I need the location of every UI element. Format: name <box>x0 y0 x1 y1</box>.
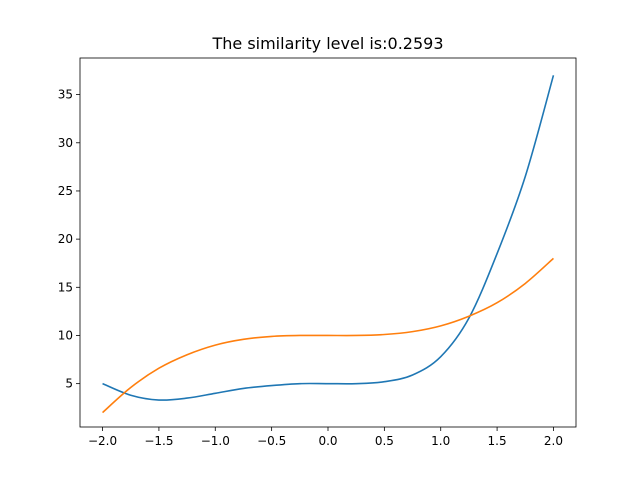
y-axis: 5 10 15 20 25 30 35 <box>58 88 80 391</box>
y-tick-label: 20 <box>58 232 73 246</box>
x-tick-label: −2.0 <box>88 434 117 448</box>
y-tick-label: 10 <box>58 328 73 342</box>
series-line-2 <box>102 257 554 414</box>
x-axis: −2.0 −1.5 −1.0 −0.5 0.0 0.5 1.0 1.5 2.0 <box>88 427 563 448</box>
axes-frame <box>79 57 577 428</box>
x-tick-label: −1.0 <box>201 434 230 448</box>
x-tick-label: 2.0 <box>544 434 563 448</box>
x-tick-label: −0.5 <box>257 434 286 448</box>
x-tick-label: 1.0 <box>431 434 450 448</box>
x-tick-label: −1.5 <box>144 434 173 448</box>
x-tick-label: 0.0 <box>318 434 337 448</box>
series-line-1 <box>102 75 555 401</box>
y-tick-label: 15 <box>58 280 73 294</box>
y-tick-label: 25 <box>58 184 73 198</box>
x-tick-label: 1.5 <box>488 434 507 448</box>
y-tick-label: 30 <box>58 136 73 150</box>
chart-title: The similarity level is:0.2593 <box>211 34 443 53</box>
y-tick-label: 35 <box>58 88 73 102</box>
plot-area <box>102 75 555 414</box>
y-tick-label: 5 <box>65 377 73 391</box>
x-tick-label: 0.5 <box>375 434 394 448</box>
